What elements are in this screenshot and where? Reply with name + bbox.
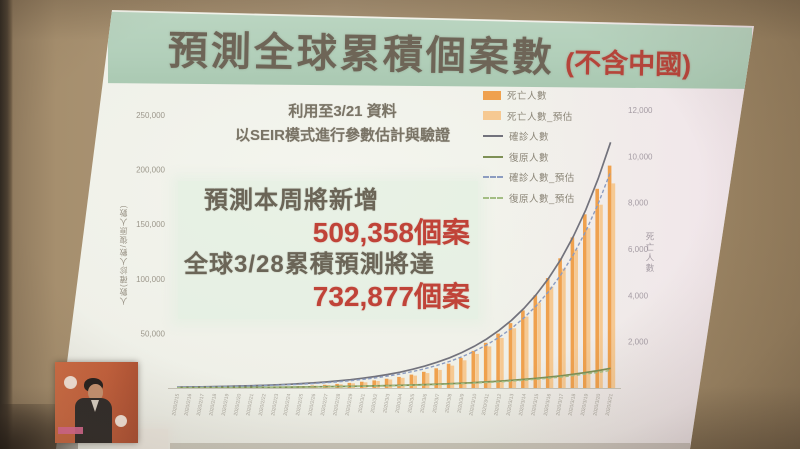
svg-text:2020/3/13: 2020/3/13 xyxy=(506,393,516,416)
svg-text:2020/3/20: 2020/3/20 xyxy=(592,393,602,416)
legend-line-swatch xyxy=(483,135,503,138)
callout-total-cases: 732,877個案 xyxy=(312,281,470,312)
svg-text:2020/3/17: 2020/3/17 xyxy=(555,393,565,416)
svg-text:2020/2/26: 2020/2/26 xyxy=(307,393,317,416)
svg-text:2020/2/18: 2020/2/18 xyxy=(208,393,218,416)
slide-title-suffix: (不含中國) xyxy=(565,47,692,81)
legend-item: 死亡人數 xyxy=(483,85,575,106)
chart-legend: 死亡人數死亡人數_預估 確診人數復原人數確診人數_預估 復原人數_預估 xyxy=(483,85,575,208)
note-line-2: 以SEIR模式進行參數估計與驗證 xyxy=(234,127,450,144)
svg-text:2020/3/16: 2020/3/16 xyxy=(543,393,553,416)
svg-text:2020/3/18: 2020/3/18 xyxy=(568,393,578,416)
svg-text:2020/3/1: 2020/3/1 xyxy=(357,393,366,413)
svg-text:2020/3/15: 2020/3/15 xyxy=(530,393,540,416)
svg-text:2020/2/28: 2020/2/28 xyxy=(332,393,342,416)
svg-text:2020/3/3: 2020/3/3 xyxy=(382,393,391,413)
prediction-callout: 預測本周將新增 509,358個案 全球3/28累積預測將達 732,877個案 xyxy=(178,181,478,319)
svg-text:250,000: 250,000 xyxy=(136,111,165,120)
svg-text:2020/3/2: 2020/3/2 xyxy=(370,393,379,413)
svg-text:2020/3/10: 2020/3/10 xyxy=(468,393,478,416)
svg-text:2020/2/24: 2020/2/24 xyxy=(283,393,293,416)
svg-text:2020/3/12: 2020/3/12 xyxy=(493,393,503,416)
left-axis-title: 人數(確診人數/復原人數) xyxy=(119,204,128,306)
svg-text:10,000: 10,000 xyxy=(628,152,653,161)
svg-text:150,000: 150,000 xyxy=(136,220,165,229)
legend-label: 死亡人數 xyxy=(507,91,548,103)
speaker-face xyxy=(88,384,103,401)
svg-text:8,000: 8,000 xyxy=(628,199,649,208)
x-axis-labels: 2020/2/15 2020/2/16 2020/2/17 2020/2/18 2020… xyxy=(171,393,614,416)
callout-new-cases: 509,358個案 xyxy=(312,217,470,248)
legend-item: 確診人數_預估 xyxy=(483,167,575,188)
wall-edge-shadow xyxy=(0,0,13,449)
legend-bar-swatch xyxy=(483,111,501,121)
svg-text:2,000: 2,000 xyxy=(628,338,649,347)
svg-text:2020/2/20: 2020/2/20 xyxy=(233,393,243,416)
note-line-1: 利用至3/21 資料 xyxy=(288,103,397,120)
legend-item: 確診人數 xyxy=(483,126,575,147)
legend-item: 復原人數_預估 xyxy=(483,188,575,209)
data-note: 利用至3/21 資料 以SEIR模式進行參數估計與驗證 xyxy=(200,100,485,148)
legend-label: 確診人數_預估 xyxy=(509,173,575,185)
legend-label: 確診人數 xyxy=(509,132,550,144)
svg-text:2020/2/25: 2020/2/25 xyxy=(295,393,305,416)
logo-circle-icon xyxy=(115,415,127,427)
svg-text:2020/3/14: 2020/3/14 xyxy=(518,393,528,416)
svg-text:2020/2/16: 2020/2/16 xyxy=(184,393,194,416)
svg-text:2020/2/21: 2020/2/21 xyxy=(245,393,255,416)
svg-text:2020/3/7: 2020/3/7 xyxy=(432,393,441,413)
legend-line-swatch xyxy=(483,196,503,199)
svg-text:2020/3/9: 2020/3/9 xyxy=(457,393,466,413)
legend-label: 復原人數_預估 xyxy=(509,193,575,205)
svg-text:2020/3/6: 2020/3/6 xyxy=(419,393,428,413)
svg-text:2020/2/27: 2020/2/27 xyxy=(320,393,330,416)
svg-text:50,000: 50,000 xyxy=(141,329,166,338)
svg-text:2020/3/8: 2020/3/8 xyxy=(444,393,453,413)
svg-text:2020/2/15: 2020/2/15 xyxy=(171,393,181,416)
svg-text:2020/2/23: 2020/2/23 xyxy=(270,393,280,416)
svg-text:2020/3/4: 2020/3/4 xyxy=(395,393,404,413)
svg-text:2020/2/29: 2020/2/29 xyxy=(345,393,355,416)
legend-line-swatch xyxy=(483,155,503,158)
video-caption-bar xyxy=(58,427,83,434)
svg-text:12,000: 12,000 xyxy=(628,106,653,115)
svg-text:2020/3/5: 2020/3/5 xyxy=(407,393,416,413)
left-axis-ticks: 250,000 200,000 150,000 100,000 50,000 xyxy=(136,111,165,338)
svg-text:4,000: 4,000 xyxy=(628,291,649,300)
speaker-video-overlay xyxy=(55,362,138,443)
svg-text:2020/2/17: 2020/2/17 xyxy=(196,393,206,416)
slide-title-wrap: 預測全球累積個案數 (不含中國) xyxy=(168,18,692,86)
svg-text:2020/3/21: 2020/3/21 xyxy=(605,393,615,416)
svg-text:2020/2/19: 2020/2/19 xyxy=(221,393,231,416)
right-axis-title: 死亡人數 xyxy=(645,232,655,274)
slide-title: 預測全球累積個案數 xyxy=(167,28,556,81)
svg-text:2020/3/19: 2020/3/19 xyxy=(580,393,590,416)
legend-line-swatch xyxy=(483,176,503,179)
legend-label: 死亡人數_預估 xyxy=(507,111,573,123)
speaker-shirt xyxy=(91,400,99,412)
callout-line-3: 全球3/28累積預測將達 xyxy=(184,251,435,278)
legend-label: 復原人數 xyxy=(509,152,550,164)
screen-bottom-edge xyxy=(170,443,690,449)
legend-item: 復原人數 xyxy=(483,147,575,168)
svg-text:200,000: 200,000 xyxy=(136,166,165,175)
svg-text:2020/2/22: 2020/2/22 xyxy=(258,393,268,416)
callout-line-1: 預測本周將新增 xyxy=(204,187,379,214)
logo-circle-icon xyxy=(64,376,77,389)
svg-text:100,000: 100,000 xyxy=(136,275,165,284)
legend-item: 死亡人數_預估 xyxy=(483,106,575,127)
legend-bar-swatch xyxy=(483,90,501,100)
svg-text:2020/3/11: 2020/3/11 xyxy=(481,393,491,416)
